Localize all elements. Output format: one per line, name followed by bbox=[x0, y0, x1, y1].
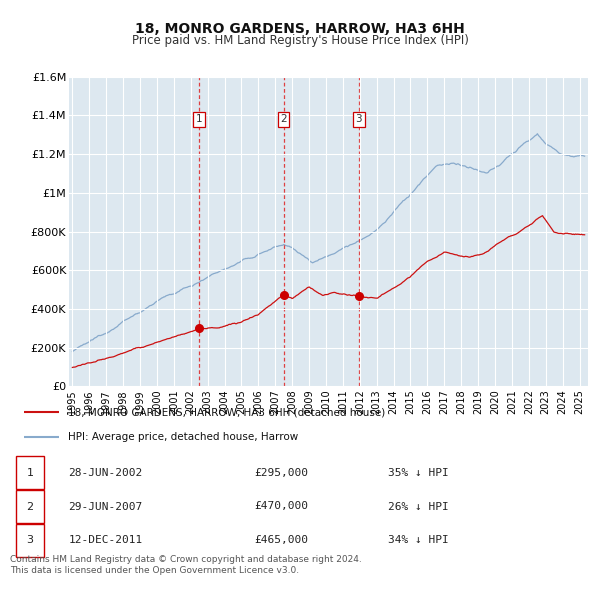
Text: 3: 3 bbox=[356, 114, 362, 124]
Text: 34% ↓ HPI: 34% ↓ HPI bbox=[389, 536, 449, 546]
Text: 1: 1 bbox=[26, 467, 34, 477]
Text: HPI: Average price, detached house, Harrow: HPI: Average price, detached house, Harr… bbox=[68, 432, 298, 442]
Text: £465,000: £465,000 bbox=[254, 536, 308, 546]
Text: 18, MONRO GARDENS, HARROW, HA3 6HH: 18, MONRO GARDENS, HARROW, HA3 6HH bbox=[135, 22, 465, 37]
Text: £295,000: £295,000 bbox=[254, 467, 308, 477]
FancyBboxPatch shape bbox=[16, 490, 44, 523]
Text: Price paid vs. HM Land Registry's House Price Index (HPI): Price paid vs. HM Land Registry's House … bbox=[131, 34, 469, 47]
Text: 29-JUN-2007: 29-JUN-2007 bbox=[68, 502, 143, 512]
Text: £470,000: £470,000 bbox=[254, 502, 308, 512]
Text: 35% ↓ HPI: 35% ↓ HPI bbox=[389, 467, 449, 477]
Text: 3: 3 bbox=[26, 536, 34, 546]
Text: Contains HM Land Registry data © Crown copyright and database right 2024.
This d: Contains HM Land Registry data © Crown c… bbox=[10, 555, 362, 575]
FancyBboxPatch shape bbox=[16, 456, 44, 489]
Text: 2: 2 bbox=[26, 502, 34, 512]
Text: 1: 1 bbox=[196, 114, 202, 124]
Text: 28-JUN-2002: 28-JUN-2002 bbox=[68, 467, 143, 477]
Text: 2: 2 bbox=[280, 114, 287, 124]
FancyBboxPatch shape bbox=[16, 524, 44, 557]
Text: 18, MONRO GARDENS, HARROW, HA3 6HH (detached house): 18, MONRO GARDENS, HARROW, HA3 6HH (deta… bbox=[68, 407, 385, 417]
Text: 26% ↓ HPI: 26% ↓ HPI bbox=[389, 502, 449, 512]
Text: 12-DEC-2011: 12-DEC-2011 bbox=[68, 536, 143, 546]
